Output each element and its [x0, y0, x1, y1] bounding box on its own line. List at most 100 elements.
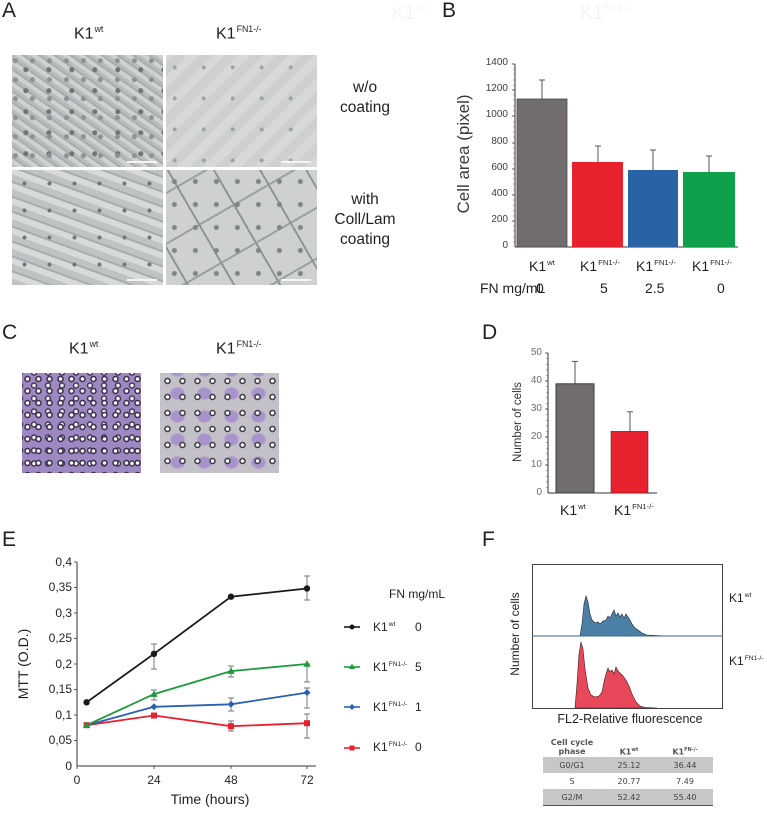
label-sup: FN1-/-: [388, 701, 408, 709]
series-line-k1fn1-fn1: [86, 691, 308, 727]
y-axis-label: Number of cells: [508, 592, 522, 676]
legend-item-k1wt: K1wt: [373, 620, 395, 634]
label-sup: FN1-/-: [388, 661, 408, 669]
table-row: G2/M 52.42 55.40: [543, 789, 713, 806]
label-sup: wt: [578, 502, 586, 512]
y-tick: 0: [502, 240, 508, 251]
legend-item-k1fn1-5: K1FN1-/-: [373, 660, 407, 674]
scale-bar: [127, 279, 157, 281]
legend-fn-value: 0: [415, 620, 422, 634]
table-row: G0/G1 25.12 36.44: [543, 757, 713, 773]
cell-ko: 55.40: [657, 789, 713, 806]
row-label-line: coating: [340, 99, 390, 116]
cell-phase: G0/G1: [543, 757, 601, 773]
cell-wt: 25.12: [601, 757, 657, 773]
y-tick: 50: [530, 347, 542, 358]
legend-square-icon: [349, 745, 355, 751]
header-base: K1: [619, 748, 632, 757]
header-k1wt: K1wt: [601, 737, 657, 757]
cell-cycle-table: Cell cycle phase K1wt K1FN-/- G0/G1 25.12…: [543, 737, 713, 806]
label-sup: wt: [744, 592, 752, 600]
y-tick: 0,1: [55, 708, 72, 722]
y-tick: 1000: [485, 109, 508, 120]
column-label-k1wt: K1wt: [69, 339, 98, 359]
fn-value: 0: [717, 280, 725, 296]
label-sup: FN1-/-: [710, 258, 732, 268]
label-sup: wt: [94, 24, 104, 34]
y-tick: 40: [530, 375, 542, 386]
y-tick: 0,4: [55, 555, 72, 569]
legend-fn-value: 1: [415, 700, 422, 714]
label-base: K1: [692, 258, 710, 274]
bar-k1wt: [555, 383, 595, 494]
label-sup: wt: [388, 621, 396, 629]
category-label: K1wt: [529, 258, 555, 274]
x-tick: 24: [147, 773, 161, 787]
y-axis-label: Number of cells: [512, 382, 524, 462]
label-sup: FN1-/-: [236, 339, 262, 349]
micrograph-k1fn1-collam: [166, 170, 317, 285]
fn-value: 5: [600, 280, 608, 296]
cell-phase: S: [569, 776, 575, 786]
cell-wt: 52.42: [601, 789, 657, 806]
label-sup: FN1-/-: [632, 502, 654, 512]
histogram-k1wt: [579, 594, 673, 637]
bar-k1wt: [516, 98, 568, 248]
table-header-row: Cell cycle phase K1wt K1FN-/-: [543, 737, 713, 757]
panel-letter-e: E: [2, 528, 17, 551]
y-tick: 800: [491, 136, 508, 147]
panel-letter-f: F: [482, 528, 495, 551]
column-label-k1wt: K1wt: [74, 24, 103, 44]
label-base: K1: [373, 740, 388, 754]
cell-wt: 20.77: [617, 776, 641, 786]
cell-ko: 36.44: [657, 757, 713, 773]
x-axis-label: FL2-Relative fluorescence: [557, 712, 703, 726]
label-base: K1: [216, 25, 236, 43]
label-base: K1: [529, 258, 547, 274]
column-label-k1fn1: K1FN1-/-: [216, 24, 262, 44]
y-tick: 1400: [485, 57, 508, 68]
label-base: K1: [373, 620, 388, 634]
legend-swatches: [344, 624, 360, 710]
label-base: K1: [560, 502, 578, 518]
label-base: K1: [69, 340, 89, 358]
y-axis-label: MTT (O.D.): [15, 628, 31, 700]
y-tick: 0: [65, 759, 72, 773]
label-sup: FN1-/-: [654, 258, 676, 268]
scale-bar: [127, 161, 157, 163]
cell-ko: 7.49: [676, 776, 694, 786]
migration-image-k1wt: [22, 373, 141, 473]
legend-fn-value: 0: [415, 740, 422, 754]
label-base: K1: [614, 502, 632, 518]
scale-bar: [281, 161, 311, 163]
label-base: K1: [729, 591, 744, 605]
micrograph-k1fn1-uncoated: [166, 55, 317, 167]
header-text: Cell cycle: [550, 738, 594, 747]
column-label-k1fn1: K1FN1-/-: [216, 339, 262, 359]
category-label: K1FN1-/-: [692, 258, 732, 274]
panel-letter-d: D: [482, 321, 498, 344]
micrograph-k1wt-collam: [12, 170, 163, 285]
flow-cytometry-histograms: [532, 564, 723, 709]
header-k1fn: K1FN-/-: [657, 737, 713, 757]
legend-item-k1fn1-0: K1FN1-/-: [373, 740, 407, 754]
series-line-k1wt: [86, 587, 308, 704]
label-sup: FN1-/-: [598, 258, 620, 268]
bar-k1fn1: [610, 431, 649, 494]
y-tick: 0: [536, 487, 542, 498]
migration-image-k1fn1: [160, 373, 279, 473]
histogram-label-k1fn1: K1FN1-/-: [729, 654, 763, 668]
row-label-line: coating: [340, 231, 390, 248]
y-tick: 0,25: [48, 631, 72, 645]
label-base: K1: [373, 700, 388, 714]
watermark-sup: FN1-/-: [603, 3, 633, 15]
row-label-collam: with Coll/Lam coating: [328, 190, 402, 250]
y-tick: 600: [491, 162, 508, 173]
label-base: K1: [373, 660, 388, 674]
y-tick: 200: [491, 214, 508, 225]
fn-value: 0: [536, 280, 544, 296]
cell-area-bar-chart: [512, 63, 738, 248]
histogram-k1fn1: [574, 641, 658, 709]
watermark-base: K1: [580, 3, 604, 24]
mtt-line-chart: [74, 561, 316, 769]
